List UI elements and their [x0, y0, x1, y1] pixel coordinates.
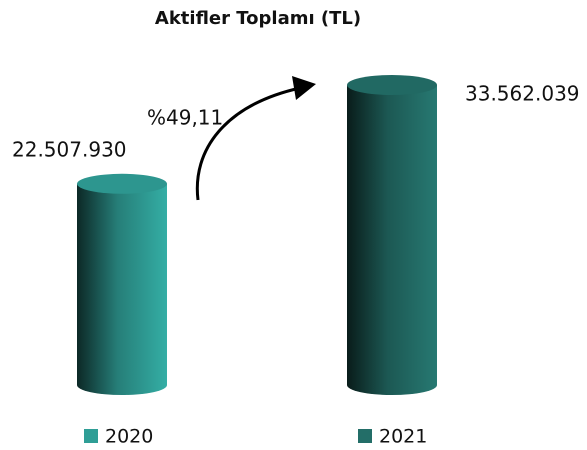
value-label: 22.507.930: [12, 137, 127, 161]
legend-label: 2020: [105, 426, 153, 448]
cylinder: [347, 85, 437, 395]
growth-arrow: [195, 86, 301, 201]
legend-swatch: [358, 429, 372, 443]
legend-label: 2021: [379, 426, 427, 448]
value-label: 33.562.039: [465, 82, 580, 106]
cylinder-top: [77, 173, 167, 194]
legend-swatch: [84, 429, 98, 443]
arrow-head: [292, 76, 316, 100]
cylinder: [77, 183, 167, 395]
annotation: %49,11: [147, 106, 223, 130]
chart-title: Aktifler Toplamı (TL): [155, 8, 361, 29]
cylinder-top: [347, 75, 437, 95]
